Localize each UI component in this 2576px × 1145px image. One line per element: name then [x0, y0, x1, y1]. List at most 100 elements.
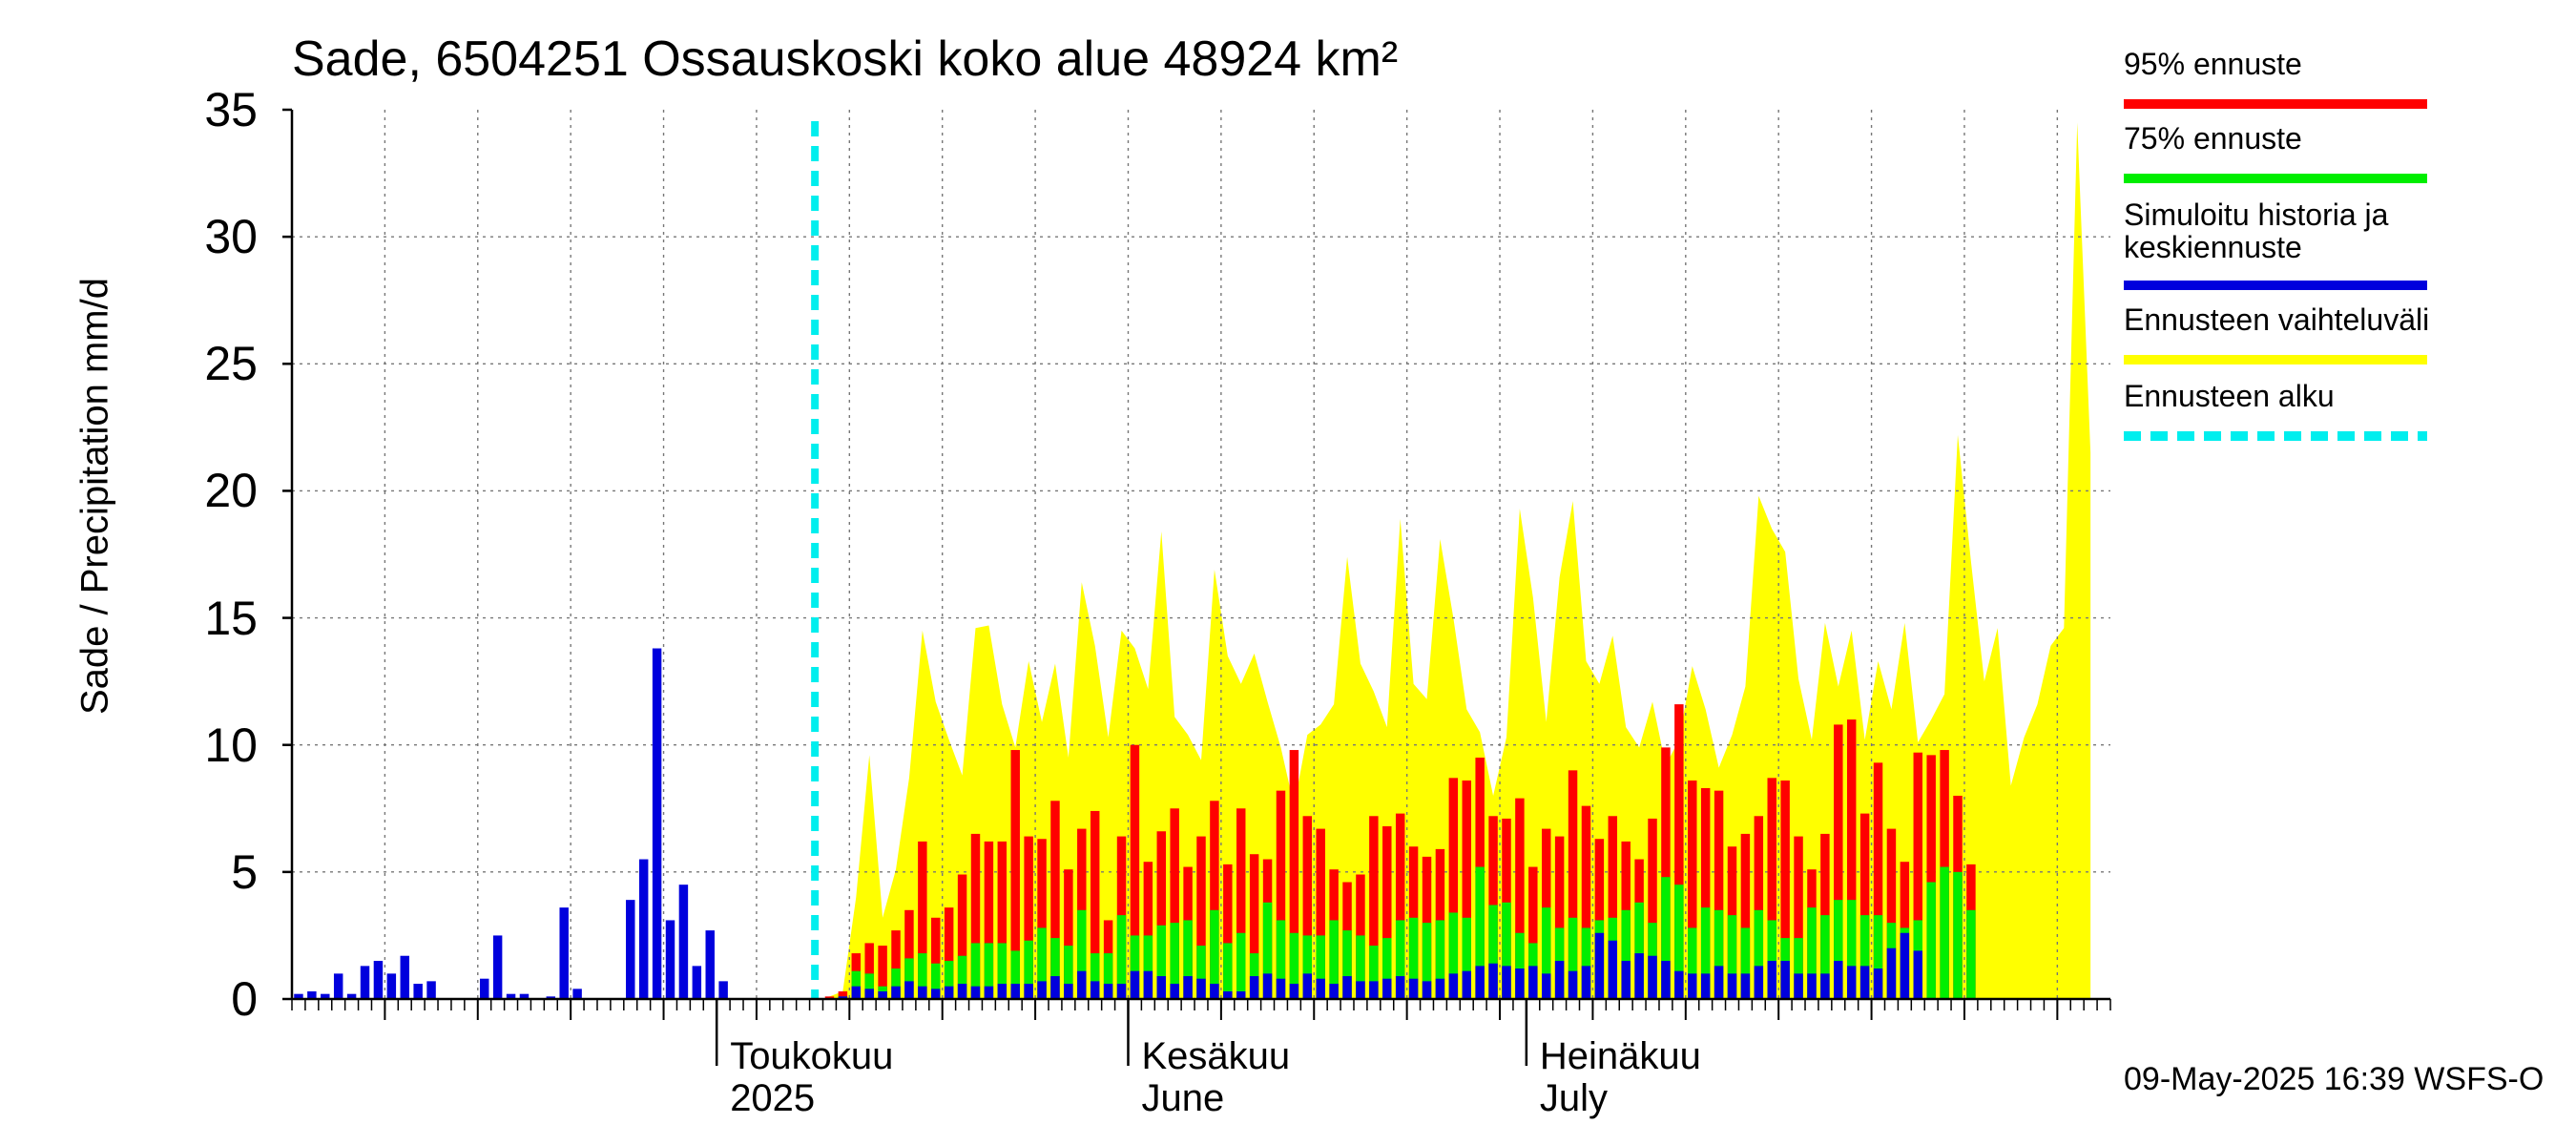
legend-label: 95% ennuste — [2124, 47, 2302, 81]
forecast-p95-bar — [1846, 719, 1857, 999]
forecast-p95-bar — [1594, 839, 1605, 999]
axis-layer — [282, 108, 2111, 1066]
x-month-name: Toukokuu — [730, 1035, 894, 1077]
forecast-median-bar — [1356, 981, 1365, 999]
history-bar — [506, 993, 516, 999]
forecast-p75-bar — [1873, 915, 1883, 999]
forecast-median-bar — [1369, 981, 1379, 999]
forecast-p75-bar — [970, 943, 981, 999]
history-bar — [638, 859, 649, 999]
forecast-median-bar — [1024, 984, 1033, 999]
forecast-p75-bar — [1236, 932, 1246, 999]
history-bar — [294, 993, 303, 999]
forecast-median-bar — [984, 986, 994, 999]
forecast-p75-bar — [1953, 871, 1963, 999]
forecast-p75-bar — [1754, 909, 1764, 999]
history-bar — [307, 991, 317, 999]
forecast-median-bar — [1342, 976, 1352, 999]
forecast-p75-bar — [984, 943, 994, 999]
forecast-p75-bar — [1846, 900, 1857, 999]
forecast-median-bar — [1462, 970, 1471, 999]
forecast-p95-bar — [1462, 780, 1471, 999]
forecast-median-bar — [1621, 961, 1631, 999]
forecast-p95-bar — [1236, 808, 1246, 999]
forecast-p95-bar — [838, 991, 848, 999]
forecast-median-bar — [1886, 947, 1897, 999]
forecast-p75-bar — [1581, 927, 1591, 999]
forecast-p95-bar — [931, 917, 941, 999]
chart-title: Sade, 6504251 Ossauskoski koko alue 4892… — [292, 31, 1399, 87]
forecast-median-bar — [997, 984, 1008, 999]
forecast-p95-bar — [1767, 778, 1776, 999]
forecast-median-bar — [1475, 966, 1485, 999]
forecast-median-bar — [944, 986, 954, 999]
history-bar — [626, 900, 635, 999]
forecast-median-bar — [851, 986, 862, 999]
forecast-median-bar — [1103, 984, 1113, 999]
forecast-median-bar — [1794, 973, 1803, 999]
forecast-median-bar — [1050, 976, 1060, 999]
forecast-p75-bar — [1143, 935, 1153, 999]
legend-swatch-bar — [2124, 431, 2427, 441]
forecast-p95-bar — [1448, 778, 1459, 999]
history-bar — [413, 984, 423, 999]
forecast-p75-bar — [1262, 902, 1273, 999]
y-tick-label: 15 — [204, 591, 258, 645]
forecast-p95-bar — [1170, 808, 1179, 999]
forecast-p75-bar — [1674, 885, 1684, 999]
forecast-median-bar — [1873, 968, 1883, 999]
forecast-p75-bar — [1834, 900, 1843, 999]
forecast-p95-bar — [904, 909, 914, 999]
forecast-p95-bar — [984, 841, 994, 999]
forecast-p75-bar — [1448, 912, 1459, 999]
forecast-p75-bar — [1210, 909, 1219, 999]
forecast-median-bar — [1900, 932, 1910, 999]
forecast-p75-bar — [1767, 920, 1776, 999]
forecast-p75-bar — [1156, 925, 1166, 999]
forecast-median-bar — [1143, 970, 1153, 999]
forecast-p75-bar — [957, 955, 967, 999]
forecast-median-bar — [1276, 978, 1286, 999]
y-tick-label: 10 — [204, 718, 258, 772]
forecast-median-bar — [1183, 976, 1193, 999]
forecast-p75-bar — [1103, 953, 1113, 999]
forecast-p75-bar — [1196, 946, 1206, 999]
forecast-p75-bar — [1316, 935, 1325, 999]
forecast-p95-bar — [1316, 828, 1325, 999]
forecast-median-bar — [1661, 961, 1671, 999]
forecast-p95-bar — [1223, 864, 1233, 999]
forecast-median-bar — [1714, 966, 1724, 999]
forecast-median-bar — [1846, 966, 1857, 999]
forecast-p95-bar — [1674, 704, 1684, 999]
legend-swatch-bar — [2124, 281, 2427, 290]
history-bar — [400, 955, 409, 999]
forecast-p95-bar — [1037, 839, 1047, 999]
forecast-p75-bar — [1395, 920, 1405, 999]
forecast-median-bar — [1820, 973, 1830, 999]
forecast-p95-bar — [1688, 780, 1697, 999]
forecast-p95-bar — [997, 841, 1008, 999]
forecast-p95-bar — [1130, 744, 1140, 999]
forecast-p75-bar — [1714, 909, 1724, 999]
forecast-p95-bar — [1926, 755, 1936, 999]
forecast-p95-bar — [1090, 810, 1100, 999]
forecast-p75-bar — [1010, 950, 1020, 999]
forecast-median-bar — [970, 986, 981, 999]
forecast-p95-bar — [1196, 836, 1206, 999]
legend-swatch-bar — [2124, 99, 2427, 109]
history-bar — [692, 966, 702, 999]
forecast-median-bar — [1435, 978, 1445, 999]
forecast-median-bar — [1448, 973, 1459, 999]
forecast-p75-bar — [918, 953, 927, 999]
forecast-median-bar — [1116, 984, 1127, 999]
forecast-p75-bar — [1302, 935, 1313, 999]
forecast-median-bar — [1170, 984, 1179, 999]
legend-swatch-bar — [2124, 355, 2427, 364]
forecast-p75-bar — [1727, 915, 1737, 999]
forecast-median-bar — [1130, 970, 1140, 999]
forecast-median-bar — [1037, 981, 1047, 999]
forecast-p75-bar — [1926, 882, 1936, 999]
history-bar — [705, 930, 715, 999]
forecast-p75-bar — [1369, 946, 1379, 999]
history-bar — [572, 989, 582, 999]
